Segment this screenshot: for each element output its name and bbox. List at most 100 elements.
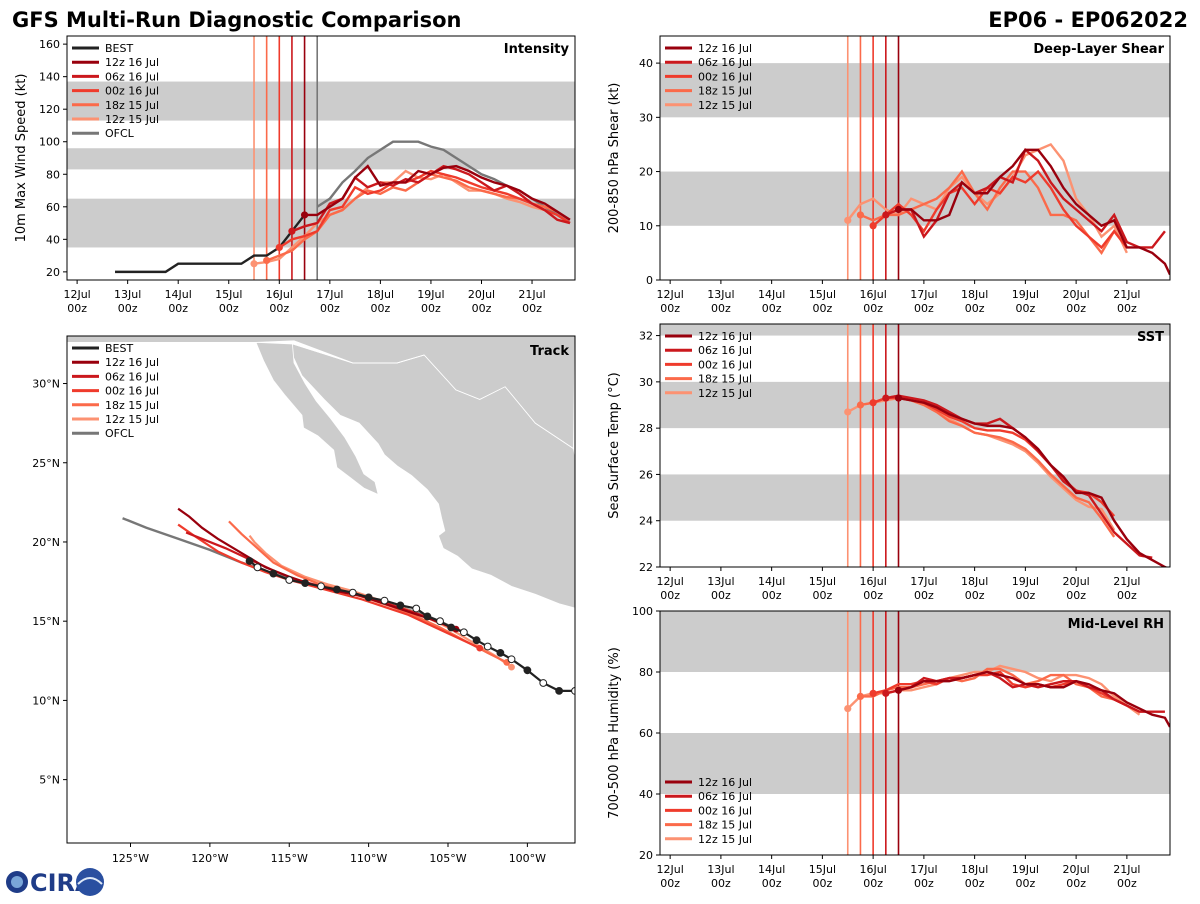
best-marker [396,601,405,610]
y-tick-label: 140 [39,71,60,84]
x-tick-sublabel: 00z [219,302,239,315]
x-tick-sublabel: 00z [711,302,731,315]
x-tick-sublabel: 00z [472,302,492,315]
cira-logo: CIRA [6,868,104,897]
plot-area [660,611,1170,855]
x-tick-label: 20Jul [1062,863,1089,876]
y-tick-label: 80 [46,168,60,181]
x-tick-label: 19Jul [1012,863,1039,876]
x-tick-sublabel: 00z [863,589,883,602]
x-tick-sublabel: 00z [914,877,934,890]
x-tick-label: 12Jul [657,288,684,301]
x-tick-label: 13Jul [707,288,734,301]
x-tick-sublabel: 00z [965,302,985,315]
plot-area [660,324,1170,567]
legend-label: 12z 15 Jul [105,413,159,426]
x-tick-sublabel: 00z [660,302,680,315]
shaded-band [67,148,575,170]
series-start-point [882,689,890,697]
series-line-0 [898,670,1170,728]
x-tick-sublabel: 00z [812,589,832,602]
x-tick-label: 20Jul [468,288,495,301]
x-tick-sublabel: 00z [762,589,782,602]
y-tick-label: 160 [39,38,60,51]
legend-label: 18z 15 Jul [698,373,752,386]
axes-frame [659,323,1171,568]
series-line-1 [885,670,1165,713]
x-tick-label: 20Jul [1062,575,1089,588]
best-marker [472,636,481,645]
series-line-0 [898,148,1170,276]
shaded-band [660,63,1170,118]
x-tick-sublabel: 00z [1066,302,1086,315]
x-tick-sublabel: 00z [812,302,832,315]
x-tick-sublabel: 00z [269,302,289,315]
x-tick-label: 12Jul [63,288,90,301]
shear-panel: 01020304012Jul00z13Jul00z14Jul00z15Jul00… [607,35,1171,315]
lon-tick-label: 120°W [191,852,228,865]
panel-title: Deep-Layer Shear [1033,42,1164,57]
series-start-point [275,243,283,252]
best-marker-open [539,679,548,687]
x-tick-sublabel: 00z [1117,302,1137,315]
x-tick-label: 14Jul [758,863,785,876]
legend-label: 18z 15 Jul [698,85,752,98]
x-tick-sublabel: 00z [320,302,340,315]
x-tick-sublabel: 00z [67,302,87,315]
legend-label: 12z 15 Jul [698,99,752,112]
y-tick-label: 20 [639,849,653,862]
plot-area [660,36,1170,280]
lat-tick-label: 30°N [32,378,60,391]
x-tick-sublabel: 00z [914,589,934,602]
x-tick-sublabel: 00z [371,302,391,315]
rh-panel: 2040608010012Jul00z13Jul00z14Jul00z15Jul… [607,605,1171,890]
legend-label: 18z 15 Jul [105,99,159,112]
model-track-2 [177,523,481,650]
model-track-0 [177,507,457,631]
legend-label: 06z 16 Jul [105,370,159,383]
best-marker-open [412,604,421,613]
map-area [67,336,575,695]
legend-label: 12z 16 Jul [105,56,159,69]
cira-logo-swoosh [77,877,103,885]
storm-id: EP06 - EP062022 [988,8,1188,32]
legend-label: 12z 15 Jul [105,113,159,126]
model-track-4 [248,534,513,669]
x-tick-sublabel: 00z [1066,877,1086,890]
shaded-band [660,733,1170,794]
legend-label: 12z 15 Jul [698,833,752,846]
x-tick-label: 14Jul [758,288,785,301]
lon-tick-label: 125°W [112,852,149,865]
y-axis-label: 10m Max Wind Speed (kt) [14,74,29,243]
legend-label: 00z 16 Jul [105,385,159,398]
x-tick-label: 18Jul [367,288,394,301]
x-tick-sublabel: 00z [965,589,985,602]
x-tick-sublabel: 00z [762,877,782,890]
lat-tick-label: 20°N [32,536,60,549]
best-marker [301,579,310,588]
sst-panel: 22242628303212Jul00z13Jul00z14Jul00z15Ju… [607,323,1171,602]
lat-tick-label: 15°N [32,615,60,628]
legend-label: BEST [105,342,133,355]
x-tick-sublabel: 00z [863,302,883,315]
best-marker [496,648,505,657]
x-tick-label: 21Jul [1113,288,1140,301]
y-tick-label: 120 [39,103,60,116]
map-frame [66,335,576,844]
best-marker [447,623,456,632]
best-track-line [115,214,306,274]
best-marker [269,569,278,578]
panel-title: Mid-Level RH [1068,617,1164,632]
border-us-mexico [292,343,425,364]
lon-tick-label: 100°W [509,852,546,865]
y-tick-label: 40 [639,57,653,70]
x-tick-label: 12Jul [657,863,684,876]
lat-tick-label: 25°N [32,457,60,470]
y-tick-label: 100 [39,136,60,149]
x-tick-label: 16Jul [859,575,886,588]
x-tick-label: 12Jul [657,575,684,588]
series-start-point [856,692,865,701]
x-tick-label: 18Jul [961,863,988,876]
x-tick-label: 14Jul [758,575,785,588]
